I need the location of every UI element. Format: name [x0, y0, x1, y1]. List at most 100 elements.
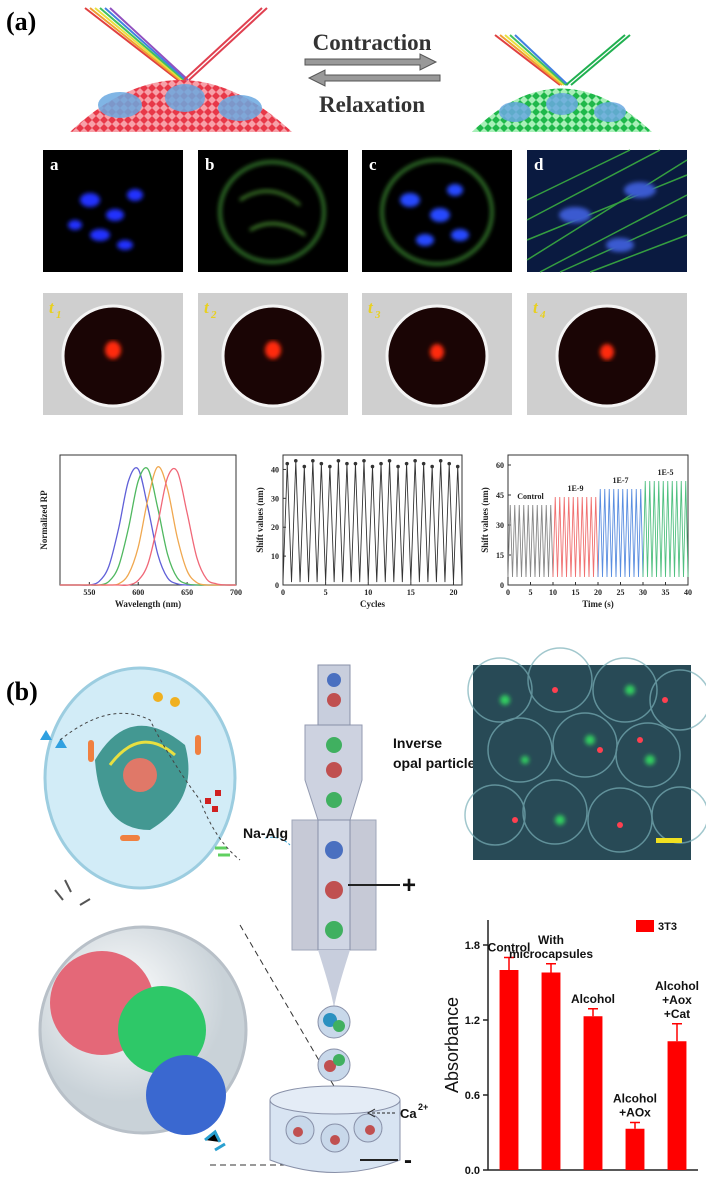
schematic-relaxed-part — [165, 84, 205, 112]
device-label: Na-Alg — [243, 825, 288, 841]
micrographs-part-part — [430, 208, 450, 222]
micrographs-part-part — [589, 234, 688, 273]
micrographs-part-part — [416, 234, 434, 246]
error-bar — [504, 956, 514, 970]
y-tick-label: 20 — [271, 523, 279, 532]
category-label: Control — [488, 941, 531, 955]
x-tick-label: 600 — [132, 588, 144, 597]
data-point — [430, 464, 434, 469]
schematic-contracted-part-part — [514, 34, 569, 86]
time-label-index: 1 — [56, 309, 62, 321]
error-bar — [672, 1023, 682, 1042]
x-tick-label: 15 — [407, 588, 415, 597]
micrograph-label: c — [369, 155, 377, 174]
category-label: Alcohol — [655, 979, 699, 993]
schematic-relaxed-part — [84, 7, 268, 81]
y-axis-title: Shift values (nm) — [480, 487, 490, 553]
fluorescence-photo-part — [512, 687, 668, 828]
category-label: Alcohol — [571, 992, 615, 1006]
fluorescence-photo-part-part — [487, 717, 553, 783]
series-label: 1E-5 — [658, 468, 674, 477]
fluorescence-photo-part-part — [500, 695, 510, 705]
error-bar — [588, 1008, 598, 1017]
data-point — [387, 458, 392, 463]
x-tick-label: 35 — [662, 588, 670, 597]
cell-illustration-part — [215, 846, 230, 857]
micrographs-part-part — [90, 229, 110, 241]
micrograph-label: b — [205, 155, 214, 174]
microfluidic-device-part-part — [325, 921, 343, 939]
schematic-arrows-part — [307, 69, 441, 87]
microfluidic-device-part — [324, 1060, 336, 1072]
micrographs-part-part — [606, 238, 634, 252]
fluorescence-photo-part-part — [637, 737, 643, 743]
fluorescence-photo-part-part — [527, 647, 593, 713]
bar — [541, 972, 561, 1170]
time-lapse-part-part — [265, 341, 281, 359]
microcapsule-illustration-part — [146, 1055, 226, 1135]
schematic-relaxed-part-part — [84, 7, 179, 81]
data-point — [370, 464, 375, 469]
cell-illustration-part — [212, 806, 218, 812]
data-line — [60, 467, 237, 586]
schematic-arrows — [304, 53, 441, 87]
x-tick-label: 20 — [594, 588, 602, 597]
schematic-contracted-part-part — [494, 34, 561, 86]
data-point — [421, 461, 426, 466]
data-line — [60, 467, 236, 586]
schematic-contracted-part — [494, 34, 631, 86]
device-label: 2+ — [418, 1102, 428, 1112]
micrographs-part-part — [400, 193, 420, 207]
series-label: 1E-9 — [568, 484, 584, 493]
microfluidic-device-part — [323, 1013, 337, 1027]
schematic-relaxed-part-part — [99, 7, 185, 81]
y-tick-label: 10 — [271, 552, 279, 561]
y-tick-label: 0.0 — [465, 1165, 480, 1177]
microfluidic-device-part-part — [293, 1127, 303, 1137]
data-line — [507, 504, 554, 578]
x-tick-label: 25 — [617, 588, 625, 597]
x-tick-label: 0 — [281, 588, 285, 597]
micrographs-part-part — [624, 182, 656, 198]
cell-illustration-part — [215, 790, 221, 796]
microfluidic-device-part — [318, 950, 350, 1010]
arrow-label: Relaxation — [319, 92, 425, 117]
microfluidic-device-part-part — [327, 693, 341, 707]
y-axis-title: Normalized RP — [39, 490, 49, 550]
data-point — [336, 458, 341, 463]
data-point — [379, 461, 383, 466]
micrographs-part — [239, 190, 306, 236]
bar — [667, 1041, 687, 1170]
data-point — [302, 464, 307, 469]
micrographs-part — [68, 189, 143, 250]
bar — [625, 1128, 645, 1170]
panel-label: (a) — [6, 7, 36, 36]
micrographs-part-part — [80, 193, 100, 207]
microfluidic-device-part-part — [326, 792, 342, 808]
micrographs-part — [380, 158, 494, 266]
schematic-contracted-part — [594, 102, 626, 122]
category-label: +Cat — [664, 1007, 690, 1021]
microfluidic-device-part — [264, 836, 291, 846]
cell-illustration-part — [120, 835, 140, 841]
cell-illustration-part — [59, 712, 241, 861]
microfluidic-device-part-part — [365, 1125, 375, 1135]
fluorescence-photo-part-part — [625, 685, 635, 695]
micrograph-label: a — [50, 155, 59, 174]
time-label: t — [49, 298, 55, 317]
decoration: a b c d — [50, 155, 544, 174]
data-point — [285, 461, 290, 466]
microfluidic-device — [264, 664, 401, 1173]
x-tick-label: 5 — [529, 588, 533, 597]
fluorescence-photo-part-part — [597, 747, 603, 753]
schematic-relaxed-part-part — [104, 7, 187, 81]
data-point — [447, 461, 452, 466]
fluorescence-photo — [464, 647, 706, 860]
x-tick-label: 30 — [639, 588, 647, 597]
x-tick-label: 650 — [181, 588, 193, 597]
y-axis-title: Absorbance — [442, 997, 462, 1093]
x-axis-title: Wavelength (nm) — [115, 599, 181, 609]
fluorescence-photo-part-part — [555, 815, 565, 825]
fluorescence-photo-part-part — [552, 687, 558, 693]
data-point — [328, 464, 332, 469]
